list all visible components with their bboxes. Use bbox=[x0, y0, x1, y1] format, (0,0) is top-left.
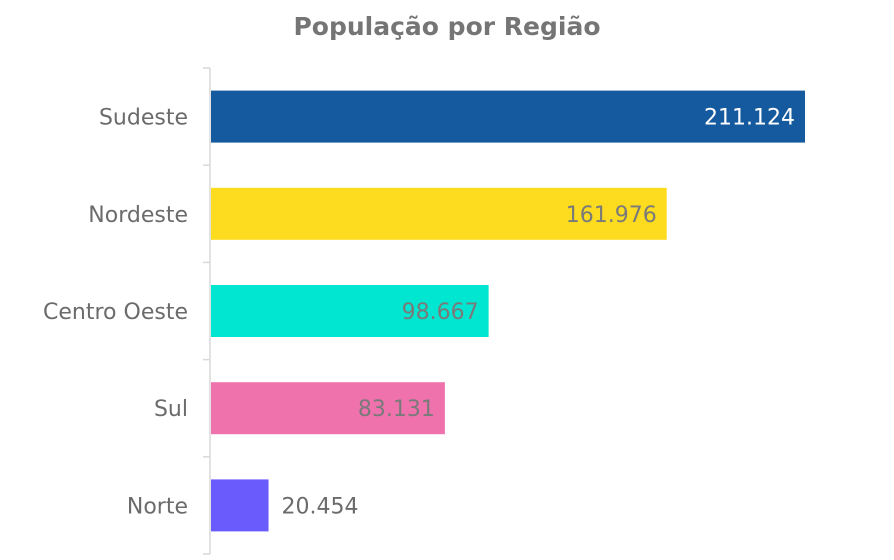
axis-layer: Sudeste Nordeste Centro Oeste Sul Norte bbox=[43, 67, 211, 555]
category-label: Centro Oeste bbox=[43, 300, 188, 325]
chart-title: População por Região bbox=[293, 12, 601, 41]
bar bbox=[211, 382, 445, 435]
category-label: Sul bbox=[154, 397, 188, 422]
data-label: 83.131 bbox=[358, 397, 435, 422]
bar bbox=[211, 90, 805, 143]
data-label: 20.454 bbox=[282, 494, 359, 519]
data-label: 161.976 bbox=[566, 203, 657, 228]
bar bbox=[211, 187, 667, 240]
category-label: Norte bbox=[127, 494, 188, 519]
category-label: Sudeste bbox=[99, 106, 188, 131]
data-label: 98.667 bbox=[402, 300, 479, 325]
bars-layer: 211.124 161.976 98.667 83.131 20.454 bbox=[211, 90, 805, 532]
data-label: 211.124 bbox=[704, 106, 795, 131]
bar bbox=[211, 479, 269, 532]
bar bbox=[211, 285, 489, 337]
category-label: Nordeste bbox=[88, 203, 188, 228]
